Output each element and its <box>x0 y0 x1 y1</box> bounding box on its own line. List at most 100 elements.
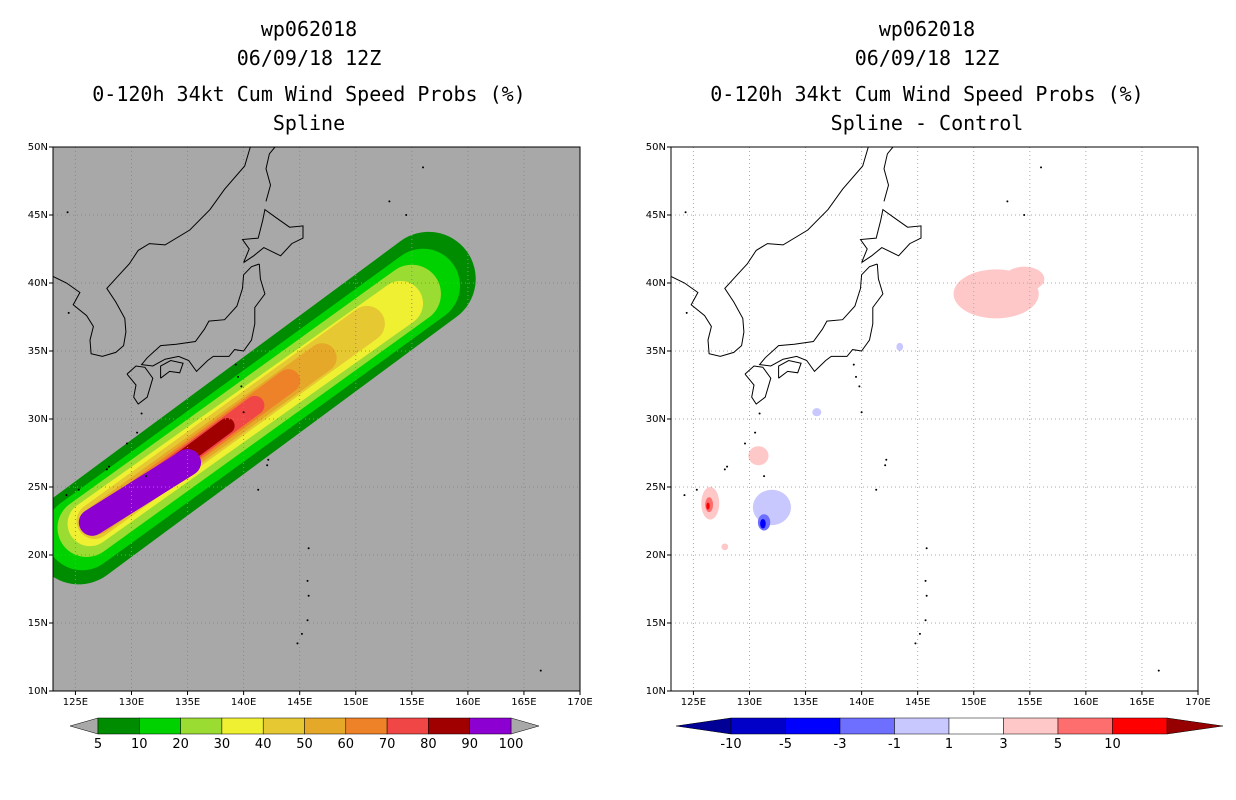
coastline <box>778 359 802 379</box>
y-tick-label: 25N <box>646 482 666 493</box>
island <box>885 458 888 461</box>
island <box>925 594 928 597</box>
colorbar-swatch <box>428 717 470 735</box>
colorbar-swatch <box>221 717 264 735</box>
colorbar-extend-right <box>510 717 540 735</box>
y-tick-label: 45N <box>28 210 48 221</box>
y-tick-label: 35N <box>646 346 666 357</box>
island <box>257 488 260 491</box>
colorbar-label: 30 <box>214 737 231 752</box>
x-tick-label: 130E <box>119 697 144 708</box>
colorbar-label: 90 <box>461 737 478 752</box>
island <box>763 475 766 478</box>
colorbar-swatch <box>730 717 786 735</box>
x-tick-label: 170E <box>1185 697 1210 708</box>
x-tick-label: 130E <box>737 697 762 708</box>
island <box>590 564 592 566</box>
colorbar-swatch <box>304 717 347 735</box>
left-chart-plot: 125E 130E 135E 140E 145E 150E 155E 160E 165E 170E… <box>28 142 593 708</box>
island <box>539 669 542 672</box>
island <box>66 211 69 214</box>
colorbar-label: 80 <box>420 737 437 752</box>
coastline <box>758 263 884 373</box>
colorbar-swatch <box>785 717 841 735</box>
x-tick-label: 155E <box>1017 697 1042 708</box>
island <box>1208 564 1210 566</box>
x-tick-label: 135E <box>793 697 818 708</box>
island <box>422 166 425 169</box>
island <box>242 411 245 414</box>
y-tick-label: 10N <box>646 686 666 697</box>
island <box>758 412 761 415</box>
colorbar-swatch <box>1057 717 1113 735</box>
colorbar-label: 70 <box>379 737 396 752</box>
x-tick-label: 160E <box>1073 697 1098 708</box>
colorbar-label: 5 <box>1054 737 1062 752</box>
coastline <box>53 147 251 357</box>
x-tick-label: 140E <box>231 697 256 708</box>
x-tick-label: 135E <box>175 697 200 708</box>
island <box>884 464 887 467</box>
island <box>77 488 80 491</box>
island <box>925 547 928 550</box>
diff-blob-2 <box>748 446 769 466</box>
island <box>105 468 108 471</box>
colorbar-label: -3 <box>834 737 847 752</box>
island <box>1040 166 1043 169</box>
right-chart-subtitle: Spline - Control <box>830 111 1024 135</box>
island <box>685 311 688 314</box>
left-chart-subtitle: Spline <box>272 111 346 135</box>
y-tick-label: 30N <box>28 414 48 425</box>
y-tick-label: 10N <box>28 686 48 697</box>
colorbar-label: -5 <box>779 737 792 752</box>
island <box>126 442 129 445</box>
coastline <box>241 208 304 264</box>
colorbar-swatch <box>1112 717 1168 735</box>
island <box>296 642 299 645</box>
y-tick-label: 35N <box>28 346 48 357</box>
island <box>405 214 408 216</box>
island <box>723 468 726 471</box>
colorbar-label: -10 <box>720 737 741 752</box>
island <box>683 494 686 497</box>
island <box>855 375 858 378</box>
colorbar-swatch <box>894 717 950 735</box>
colorbar-swatch <box>345 717 388 735</box>
coastline <box>265 147 276 202</box>
y-tick-label: 15N <box>646 618 666 629</box>
left-colorbar: 5 10 20 30 40 50 60 70 80 90 100 <box>69 717 540 752</box>
coastline <box>883 147 894 202</box>
island <box>65 494 68 497</box>
island <box>1006 200 1009 203</box>
colorbar-extend-right <box>1166 717 1224 735</box>
island <box>234 363 237 366</box>
x-tick-label: 165E <box>1129 697 1154 708</box>
x-tick-label: 165E <box>511 697 536 708</box>
right-colorbar: -10 -5 -3 -1 1 3 5 10 <box>675 717 1224 752</box>
diff-blob-5 <box>706 502 710 510</box>
left-date-label: 06/09/18 12Z <box>236 46 382 70</box>
colorbar-label: 20 <box>172 737 189 752</box>
coastline <box>140 263 266 373</box>
island <box>924 579 927 582</box>
right-chart-plot: 125E 130E 135E 140E 145E 150E 155E 160E 165E 170E… <box>646 142 1211 708</box>
island <box>108 465 111 468</box>
y-tick-label: 20N <box>646 550 666 561</box>
y-tick-label: 20N <box>28 550 48 561</box>
x-tick-label: 140E <box>849 697 874 708</box>
coastline <box>160 359 184 379</box>
diff-blob-6 <box>721 543 729 551</box>
island <box>237 375 240 378</box>
left-chart-title: 0-120h 34kt Cum Wind Speed Probs (%) <box>92 82 526 106</box>
diff-blob-1 <box>1004 266 1045 292</box>
x-tick-label: 150E <box>961 697 986 708</box>
colorbar-label: -1 <box>888 737 901 752</box>
island <box>744 442 747 445</box>
colorbar-swatch <box>97 717 140 735</box>
island <box>754 431 757 434</box>
island <box>858 385 861 388</box>
x-tick-label: 155E <box>399 697 424 708</box>
colorbar-extend-left <box>675 717 732 735</box>
y-tick-label: 40N <box>646 278 666 289</box>
